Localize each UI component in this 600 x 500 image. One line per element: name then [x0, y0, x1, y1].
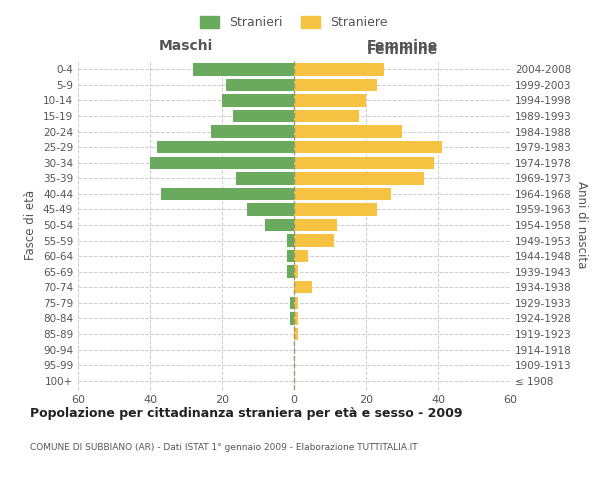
- Bar: [294, 328, 298, 340]
- Y-axis label: Anni di nascita: Anni di nascita: [575, 182, 588, 268]
- Bar: [294, 296, 298, 309]
- Bar: [294, 141, 442, 154]
- Bar: [294, 94, 366, 106]
- Bar: [211, 126, 294, 138]
- Text: Maschi: Maschi: [159, 38, 213, 52]
- Bar: [294, 219, 337, 231]
- Y-axis label: Fasce di età: Fasce di età: [25, 190, 37, 260]
- Bar: [294, 266, 298, 278]
- Bar: [294, 312, 298, 324]
- Bar: [157, 141, 294, 154]
- Bar: [247, 203, 294, 215]
- Text: COMUNE DI SUBBIANO (AR) - Dati ISTAT 1° gennaio 2009 - Elaborazione TUTTITALIA.I: COMUNE DI SUBBIANO (AR) - Dati ISTAT 1° …: [30, 442, 418, 452]
- Bar: [294, 234, 334, 247]
- Legend: Stranieri, Straniere: Stranieri, Straniere: [196, 11, 392, 34]
- Bar: [294, 250, 308, 262]
- Bar: [193, 63, 294, 76]
- Bar: [150, 156, 294, 169]
- Bar: [233, 110, 294, 122]
- Bar: [290, 312, 294, 324]
- Bar: [294, 126, 402, 138]
- Bar: [294, 156, 434, 169]
- Bar: [287, 234, 294, 247]
- Bar: [294, 110, 359, 122]
- Bar: [294, 188, 391, 200]
- Bar: [294, 63, 384, 76]
- Bar: [287, 250, 294, 262]
- Bar: [294, 281, 312, 293]
- Bar: [294, 172, 424, 184]
- Bar: [294, 78, 377, 91]
- Bar: [222, 94, 294, 106]
- Bar: [236, 172, 294, 184]
- Bar: [287, 266, 294, 278]
- Bar: [265, 219, 294, 231]
- Bar: [161, 188, 294, 200]
- Text: Femmine: Femmine: [367, 42, 437, 56]
- Text: Femmine: Femmine: [367, 38, 437, 52]
- Text: Popolazione per cittadinanza straniera per età e sesso - 2009: Popolazione per cittadinanza straniera p…: [30, 408, 463, 420]
- Bar: [294, 203, 377, 215]
- Bar: [226, 78, 294, 91]
- Bar: [290, 296, 294, 309]
